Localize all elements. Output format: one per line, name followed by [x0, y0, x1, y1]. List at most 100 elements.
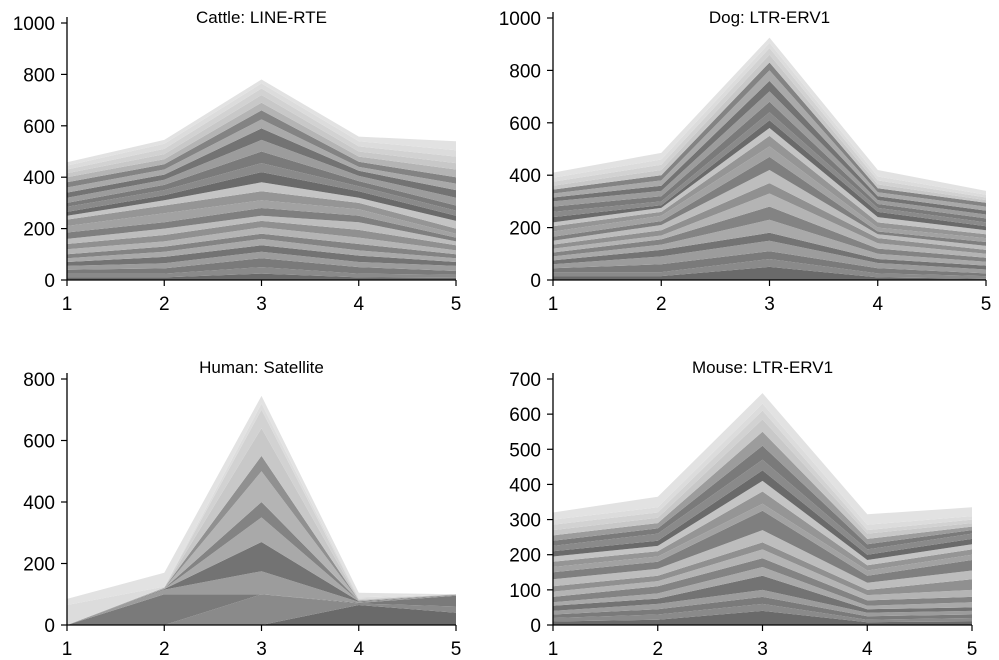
layer-band — [67, 227, 456, 255]
x-tick-label: 4 — [872, 294, 883, 315]
x-tick-label: 1 — [62, 294, 73, 315]
layer-band — [67, 594, 456, 625]
axes: 0 200 400 600 800 1000 1 2 3 4 5 — [13, 14, 462, 315]
x-tick-label: 5 — [981, 294, 992, 315]
layer-band — [67, 119, 456, 193]
layer-band — [553, 510, 972, 583]
layer-band — [67, 605, 456, 625]
y-tick-label: 200 — [23, 220, 55, 241]
layer-band — [67, 191, 456, 234]
y-tick-label: 400 — [23, 493, 55, 514]
layer-band — [67, 267, 456, 278]
x-tick-label: 3 — [764, 294, 775, 315]
layer-band — [553, 251, 986, 277]
layer-band — [553, 503, 972, 576]
y-tick-label: 0 — [530, 616, 541, 637]
panel-mouse-ltr-erv1: Mouse: LTR-ERV1 0 100 200 300 400 500 600 700 1 2… — [509, 358, 977, 660]
layer-band — [67, 273, 456, 280]
layer-band — [67, 83, 456, 170]
y-tick-label: 200 — [509, 219, 541, 240]
layer-band — [553, 146, 986, 242]
y-tick-label: 0 — [44, 616, 55, 637]
layer-band — [67, 95, 456, 178]
panel-title: Human: Satellite — [199, 358, 324, 377]
layer-band — [553, 37, 986, 195]
y-tick-label: 600 — [23, 117, 55, 138]
x-tick-label: 5 — [451, 294, 462, 315]
y-tick-label: 800 — [23, 65, 55, 86]
axes: 0 200 400 600 800 1 2 3 4 5 — [23, 370, 461, 660]
layer-band — [553, 549, 972, 601]
x-tick-label: 4 — [862, 639, 873, 660]
axes: 0 200 400 600 800 1000 1 2 3 4 5 — [499, 9, 992, 315]
layer-band — [553, 491, 972, 571]
layer-band — [553, 156, 986, 246]
x-tick-label: 2 — [159, 639, 170, 660]
y-tick-label: 400 — [23, 168, 55, 189]
x-tick-label: 3 — [256, 639, 267, 660]
layer-band — [553, 610, 972, 625]
layer-band — [553, 403, 972, 531]
y-tick-label: 1000 — [13, 14, 55, 35]
layer-band — [553, 193, 986, 258]
layer-band — [67, 102, 456, 183]
layer-band — [67, 200, 456, 238]
x-tick-label: 1 — [548, 639, 559, 660]
layer-band — [553, 470, 972, 560]
y-tick-label: 100 — [509, 581, 541, 602]
x-tick-label: 1 — [548, 294, 559, 315]
layer-band — [553, 530, 972, 590]
layer-band — [67, 182, 456, 229]
y-tick-label: 700 — [509, 370, 541, 391]
layer-band — [67, 110, 456, 188]
axes: 0 100 200 300 400 500 600 700 1 2 3 4 5 — [509, 370, 977, 660]
layer-band — [553, 459, 972, 555]
panel-title: Mouse: LTR-ERV1 — [692, 358, 833, 377]
panel-title: Dog: LTR-ERV1 — [709, 8, 830, 27]
layer-band — [553, 480, 972, 566]
y-tick-label: 800 — [509, 61, 541, 82]
layer-band — [67, 208, 456, 242]
layer-band — [67, 172, 456, 221]
layer-band — [553, 135, 986, 239]
x-tick-label: 3 — [256, 294, 267, 315]
y-tick-label: 400 — [509, 475, 541, 496]
y-tick-label: 200 — [23, 555, 55, 576]
layer-band — [553, 567, 972, 610]
layer-band — [67, 571, 456, 625]
layer-band — [553, 183, 986, 254]
x-tick-label: 1 — [62, 639, 73, 660]
y-tick-label: 800 — [23, 370, 55, 391]
x-tick-label: 2 — [159, 294, 170, 315]
layer-band — [553, 603, 972, 623]
layer-band — [553, 393, 972, 525]
layer-band — [67, 245, 456, 266]
layer-band — [553, 542, 972, 596]
panel-cattle-line-rte: Cattle: LINE-RTE 0 200 400 600 800 1000 1 2 3 4 5 — [13, 8, 462, 315]
x-tick-label: 5 — [967, 639, 978, 660]
layer-band — [67, 258, 456, 275]
x-tick-label: 2 — [652, 639, 663, 660]
layer-band — [67, 233, 456, 259]
layer-band — [67, 251, 456, 271]
y-tick-label: 0 — [530, 271, 541, 292]
layer-band — [67, 542, 456, 625]
layer-band — [67, 594, 456, 625]
y-tick-label: 600 — [509, 114, 541, 135]
panel-dog-ltr-erv1: Dog: LTR-ERV1 0 200 400 600 800 1000 1 2 3 4 5 — [499, 8, 992, 315]
x-tick-label: 3 — [757, 639, 768, 660]
y-tick-label: 600 — [509, 405, 541, 426]
x-tick-label: 5 — [451, 639, 462, 660]
y-tick-label: 400 — [509, 166, 541, 187]
layer-band — [67, 403, 456, 625]
x-tick-label: 2 — [656, 294, 667, 315]
layer-band — [553, 410, 972, 534]
stacked-bands — [553, 393, 972, 625]
layer-band — [553, 232, 986, 270]
stacked-bands — [553, 37, 986, 280]
y-tick-label: 500 — [509, 440, 541, 461]
layer-band — [553, 575, 972, 613]
layer-band — [67, 517, 456, 625]
layer-band — [553, 240, 986, 274]
